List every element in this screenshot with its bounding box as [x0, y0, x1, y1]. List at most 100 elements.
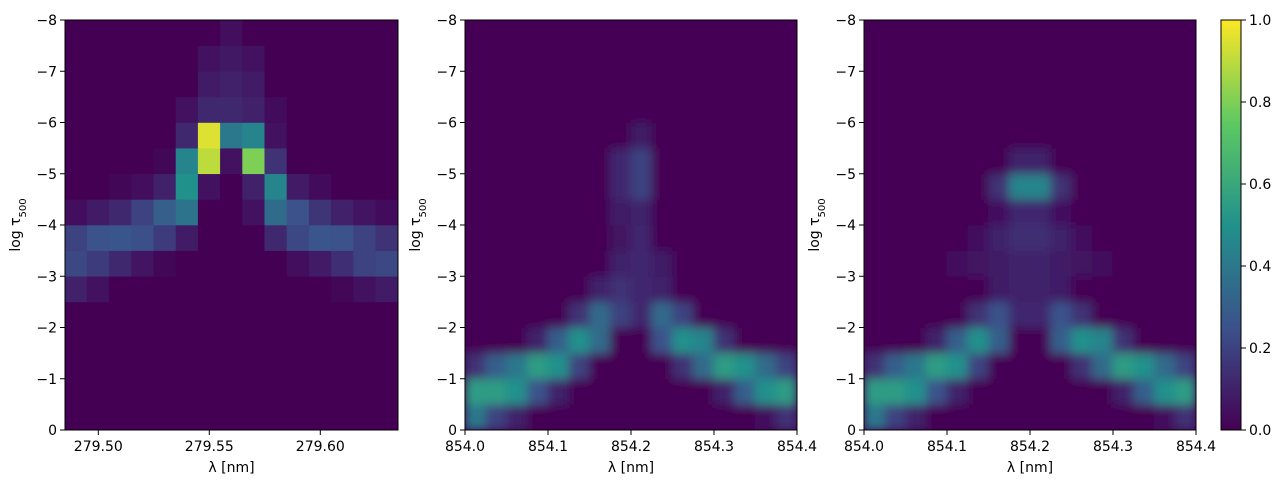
- heatmap-cell: [353, 275, 377, 303]
- heatmap-cell: [1008, 301, 1031, 328]
- heatmap-cell: [506, 327, 528, 354]
- heatmap-cell: [547, 173, 570, 200]
- heatmap-cell: [1050, 20, 1072, 46]
- y-tick-label: −5: [436, 167, 457, 183]
- heatmap-cell: [734, 378, 756, 405]
- heatmap-cell: [131, 275, 155, 303]
- heatmap-cell: [375, 147, 398, 175]
- heatmap-cell: [331, 327, 354, 354]
- heatmap-cell: [220, 122, 243, 149]
- y-tick-label: −1: [36, 372, 57, 388]
- heatmap-cell: [967, 327, 989, 354]
- heatmap-cell: [286, 224, 310, 251]
- heatmap-cell: [884, 275, 906, 303]
- heatmap-cell: [651, 327, 673, 354]
- heatmap-cell: [864, 352, 886, 380]
- heatmap-cell: [109, 275, 132, 303]
- heatmap-cell: [568, 70, 590, 98]
- heatmap-cell: [465, 352, 487, 380]
- heatmap-cell: [1008, 275, 1031, 303]
- heatmap-cell: [375, 224, 398, 251]
- heatmap-cell: [713, 352, 736, 380]
- heatmap-cell: [905, 147, 927, 175]
- heatmap-cell: [568, 275, 590, 303]
- heatmap-cell: [547, 96, 570, 123]
- heatmap-cell: [1133, 122, 1155, 149]
- heatmap-cell: [651, 301, 673, 328]
- heatmap-cell: [1091, 173, 1114, 200]
- heatmap-cell: [1174, 250, 1196, 277]
- heatmap-cell: [1071, 147, 1093, 175]
- heatmap-cell: [153, 147, 177, 175]
- heatmap-cell: [609, 327, 632, 354]
- heatmap-cell: [109, 173, 132, 200]
- heatmap-cell: [967, 275, 989, 303]
- y-tick-label: −5: [835, 167, 856, 183]
- heatmap-cell: [692, 45, 715, 72]
- y-tick-label: −3: [36, 269, 57, 285]
- x-tick-label: 854.3: [694, 439, 734, 455]
- heatmap-cell: [672, 122, 694, 149]
- heatmap-cell: [153, 122, 177, 149]
- heatmap-cell: [692, 96, 715, 123]
- heatmap-cell: [884, 20, 906, 46]
- heatmap-cell: [485, 147, 507, 175]
- heatmap-cell: [775, 199, 797, 226]
- colorbar-tick-label: 0.2: [1249, 341, 1271, 357]
- heatmap-cell: [775, 404, 797, 430]
- heatmap-cell: [1174, 352, 1196, 380]
- heatmap-cell: [651, 352, 673, 380]
- heatmap-cell: [1154, 250, 1176, 277]
- heatmap-cell: [308, 378, 332, 405]
- x-tick-label: 854.0: [844, 439, 884, 455]
- heatmap-cell: [755, 250, 777, 277]
- heatmap-cell: [609, 122, 632, 149]
- heatmap-cell: [242, 20, 266, 46]
- heatmap-cell: [1071, 20, 1093, 46]
- heatmap-cell: [1050, 275, 1072, 303]
- y-axis-label: log τ500: [408, 198, 429, 251]
- heatmap-cell: [375, 378, 398, 405]
- heatmap-cell: [242, 224, 266, 251]
- heatmap-cell: [864, 404, 886, 430]
- heatmap-cell: [1154, 147, 1176, 175]
- x-axis-label: λ [nm]: [1007, 460, 1053, 476]
- heatmap-cell: [264, 173, 288, 200]
- colorbar-tick-label: 0.4: [1249, 259, 1271, 275]
- heatmap-cell: [775, 250, 797, 277]
- heatmap-cell: [286, 199, 310, 226]
- heatmap-cell: [1133, 70, 1155, 98]
- heatmap-cell: [153, 224, 177, 251]
- heatmap-cell: [353, 224, 377, 251]
- heatmap-cell: [609, 275, 632, 303]
- heatmap-cell: [775, 327, 797, 354]
- heatmap-cell: [331, 122, 354, 149]
- heatmap-cell: [884, 199, 906, 226]
- heatmap-cell: [713, 45, 736, 72]
- heatmap-cell: [286, 250, 310, 277]
- heatmap-cell: [884, 147, 906, 175]
- heatmap-cell: [1071, 275, 1093, 303]
- heatmap-cell: [1071, 45, 1093, 72]
- heatmap-cell: [1091, 20, 1114, 46]
- heatmap-cell: [506, 70, 528, 98]
- colorbar-tick-label: 0.8: [1249, 95, 1271, 111]
- heatmap-cell: [175, 404, 199, 430]
- heatmap-cell: [589, 327, 611, 354]
- heatmap-cell: [630, 45, 653, 72]
- heatmap-cell: [1133, 327, 1155, 354]
- heatmap-cell: [465, 199, 487, 226]
- heatmap-cell: [375, 20, 398, 46]
- heatmap-cell: [864, 45, 886, 72]
- heatmap-cell: [946, 327, 969, 354]
- heatmap-cell: [286, 20, 310, 46]
- heatmap-cell: [967, 378, 989, 405]
- heatmap-cell: [506, 301, 528, 328]
- heatmap-cell: [946, 352, 969, 380]
- heatmap-cell: [1050, 250, 1072, 277]
- heatmap-cell: [755, 20, 777, 46]
- heatmap-cell: [568, 147, 590, 175]
- heatmap-cell: [609, 224, 632, 251]
- heatmap-cell: [946, 70, 969, 98]
- heatmap-cell: [220, 404, 243, 430]
